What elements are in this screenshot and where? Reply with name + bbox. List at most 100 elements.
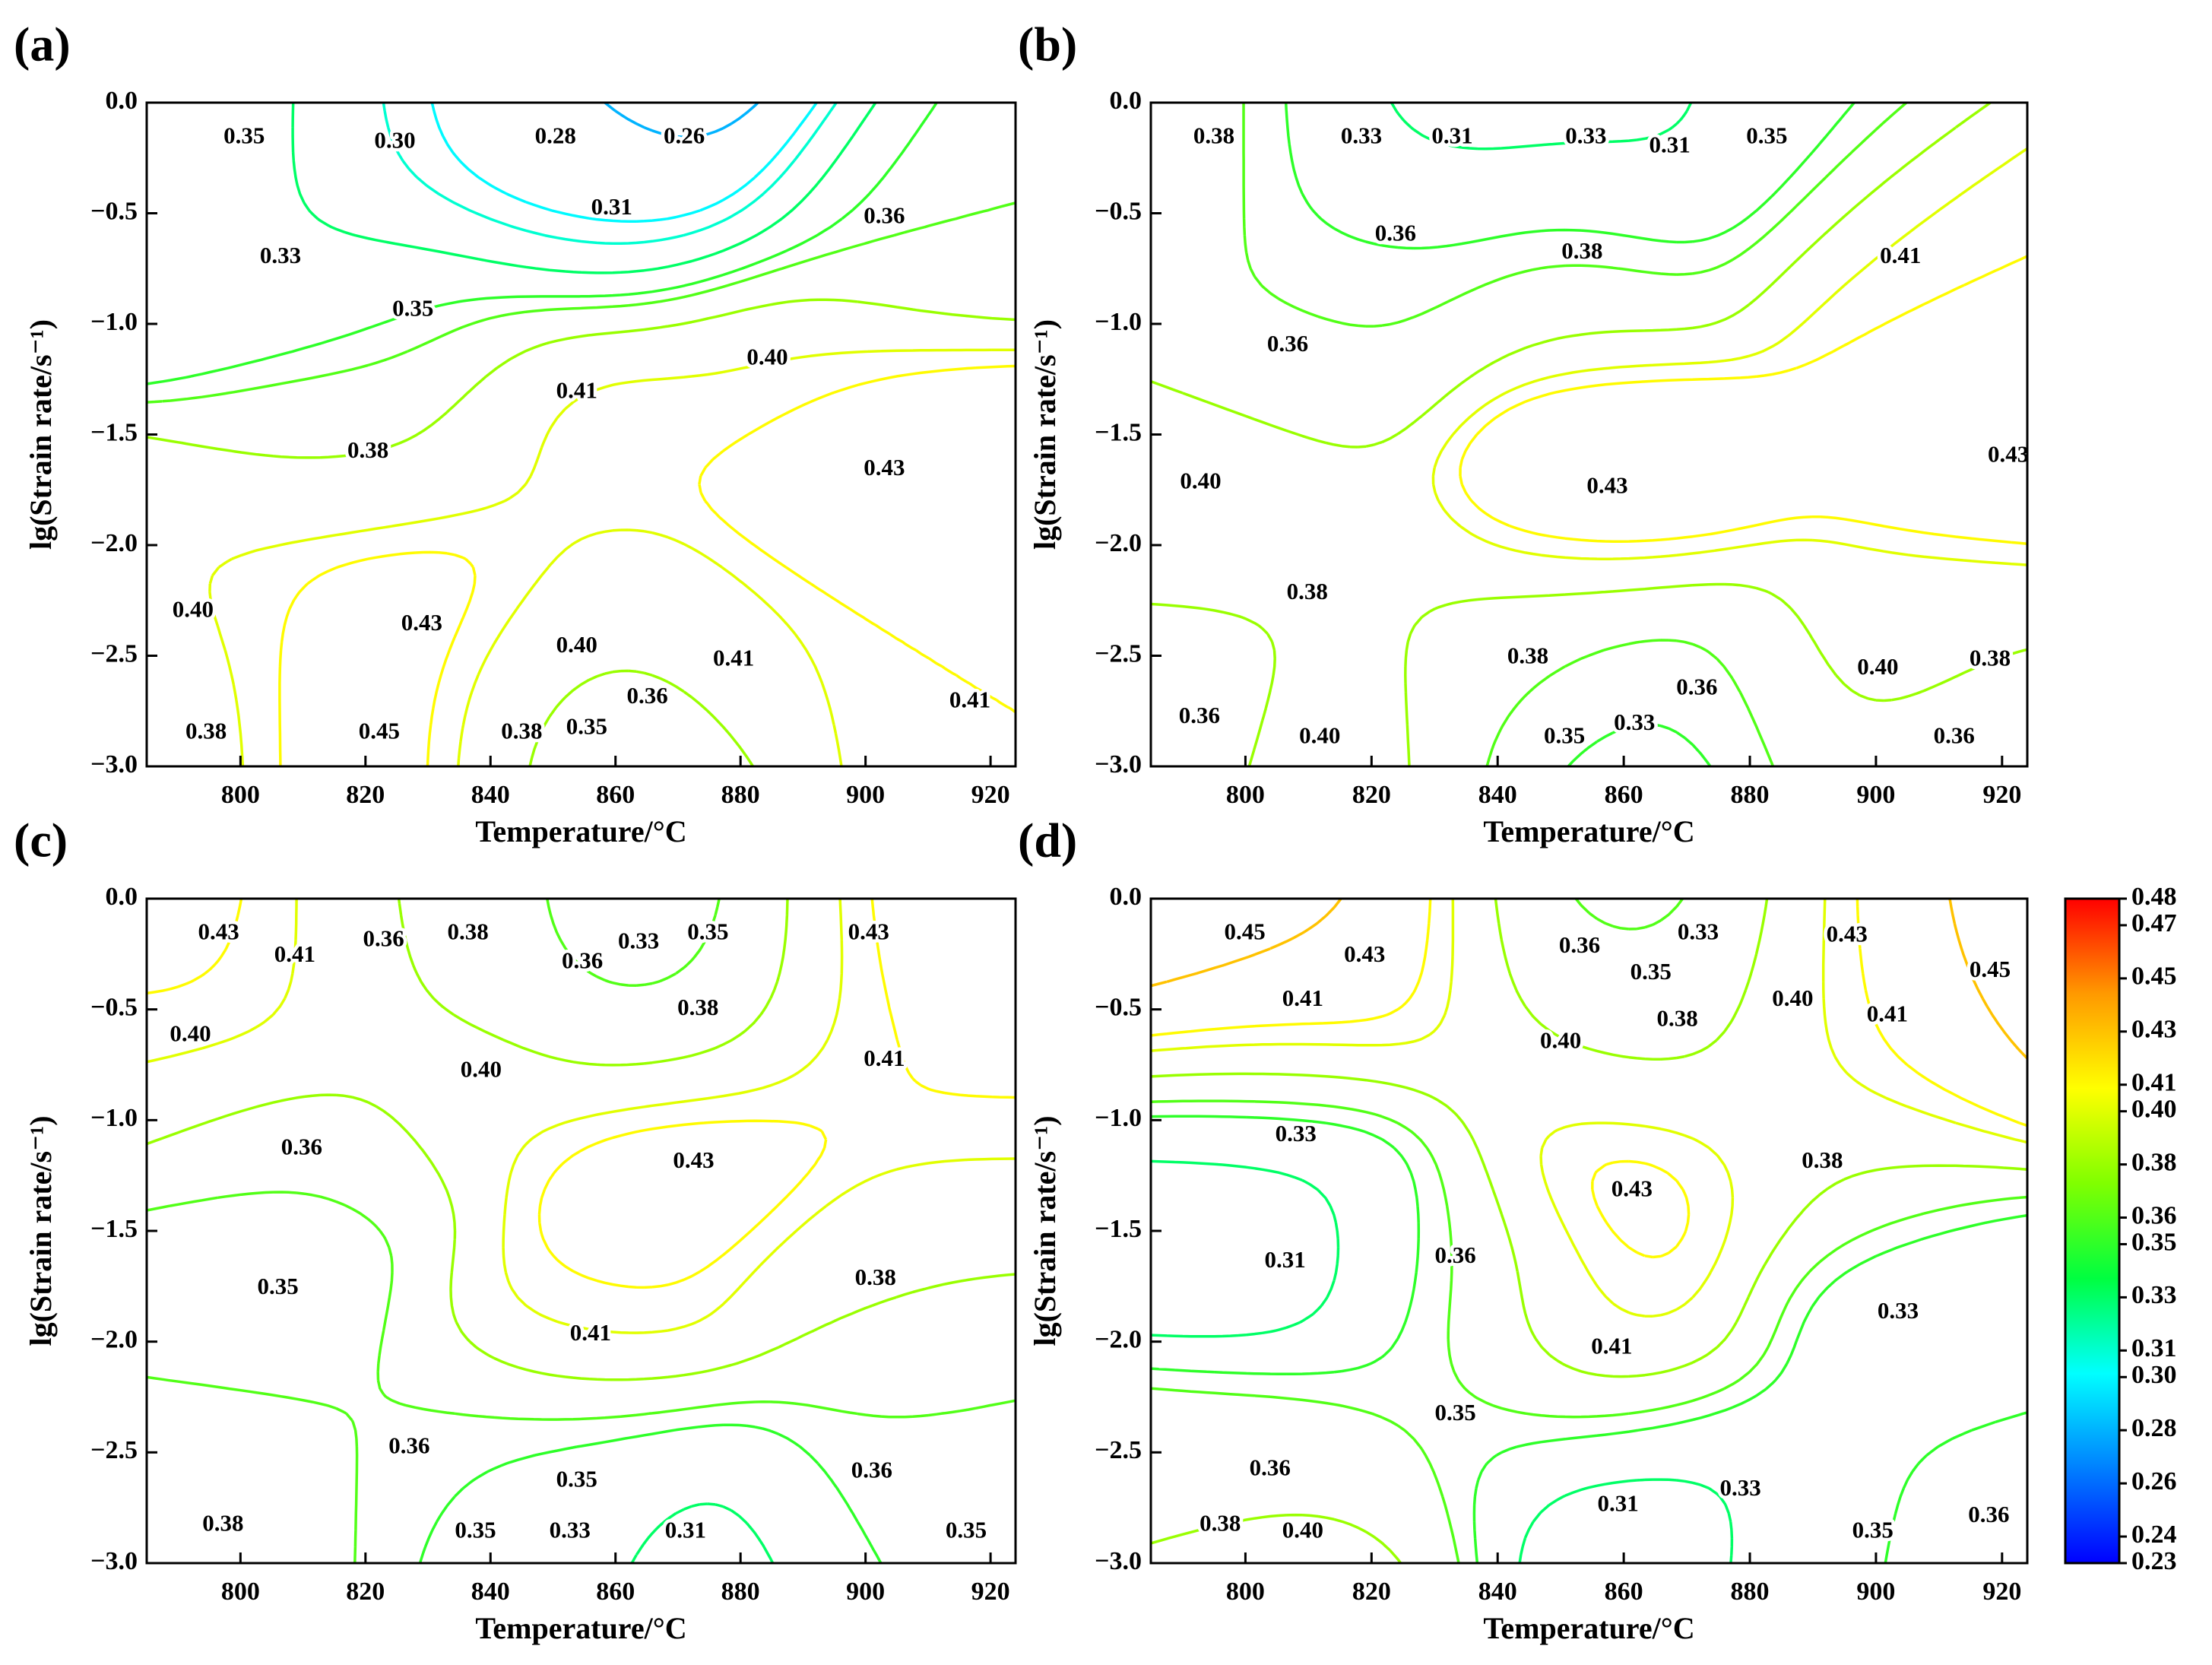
y-tick-label: −0.5: [90, 197, 138, 225]
contour-label: 0.40: [170, 1020, 211, 1047]
contour-label: 0.38: [501, 717, 542, 744]
x-axis-title: Temperature/°C: [475, 1611, 686, 1645]
y-tick-label: −0.5: [1095, 993, 1142, 1021]
x-tick-label: 820: [1352, 781, 1391, 809]
colorbar-tick-label: 0.48: [2131, 883, 2177, 911]
contour-label: 0.33: [1341, 122, 1382, 149]
contour-line: [430, 103, 818, 223]
contour-label: 0.41: [1880, 242, 1921, 268]
contour-label: 0.33: [260, 242, 301, 268]
contour-label: 0.43: [864, 454, 905, 480]
y-tick-label: −2.0: [1095, 529, 1142, 557]
contour-line: [147, 899, 1016, 1381]
colorbar-tick-label: 0.31: [2131, 1334, 2177, 1362]
contour-label: 0.41: [1282, 985, 1323, 1011]
contour-label: 0.35: [455, 1516, 496, 1543]
contour-label: 0.31: [665, 1516, 706, 1543]
contour-line: [147, 899, 1016, 1334]
y-tick-label: −3.0: [1095, 750, 1142, 779]
y-tick-label: −1.0: [1095, 308, 1142, 336]
contour-label: 0.41: [274, 940, 315, 967]
contour-label: 0.45: [1224, 918, 1265, 945]
x-tick-label: 820: [346, 1578, 385, 1606]
contour-label: 0.45: [359, 717, 400, 744]
contour-label: 0.35: [687, 918, 728, 945]
contour-label: 0.35: [556, 1465, 597, 1492]
x-tick-label: 840: [471, 781, 510, 809]
contour-label: 0.43: [1827, 921, 1868, 947]
contour-label: 0.45: [1970, 956, 2011, 982]
contour-label: 0.35: [1630, 958, 1672, 985]
colorbar-tick-label: 0.24: [2131, 1521, 2177, 1549]
y-tick-label: 0.0: [106, 87, 138, 115]
contour-label: 0.38: [1970, 644, 2011, 671]
contour-label: 0.36: [1435, 1242, 1476, 1268]
x-tick-label: 860: [596, 1578, 635, 1606]
y-tick-label: −1.0: [1095, 1104, 1142, 1132]
contour-label: 0.40: [1772, 985, 1813, 1011]
y-axis-title: lg(Strain rate/s⁻¹): [24, 1115, 58, 1346]
colorbar-tick-label: 0.30: [2131, 1361, 2177, 1389]
contour-lines: [1151, 103, 2027, 766]
contour-line: [1284, 103, 1855, 766]
x-tick-label: 840: [1478, 1578, 1517, 1606]
contour-label: 0.43: [1344, 940, 1385, 967]
contour-label: 0.31: [1598, 1489, 1639, 1516]
contour-label: 0.40: [1180, 468, 1221, 494]
x-tick-label: 900: [846, 781, 885, 809]
y-tick-label: −3.0: [1095, 1547, 1142, 1575]
panel-label: (a): [14, 17, 71, 71]
contour-label: 0.33: [1878, 1297, 1919, 1324]
x-tick-label: 800: [221, 781, 260, 809]
y-tick-label: −2.5: [1095, 639, 1142, 668]
contour-label: 0.41: [949, 687, 990, 713]
contour-label: 0.43: [1988, 441, 2029, 468]
x-tick-label: 900: [1856, 781, 1895, 809]
panel-label: (c): [14, 813, 68, 867]
x-tick-label: 800: [1226, 1578, 1265, 1606]
contour-label: 0.36: [1250, 1454, 1291, 1481]
colorbar-tick-label: 0.38: [2131, 1148, 2177, 1176]
x-tick-label: 880: [721, 1578, 760, 1606]
contour-label: 0.38: [677, 994, 718, 1020]
y-axis-title: lg(Strain rate/s⁻¹): [24, 319, 58, 550]
contour-line: [1151, 899, 2027, 1060]
contour-label: 0.38: [1507, 642, 1548, 669]
contour-label: 0.35: [1746, 122, 1787, 149]
contour-lines: [147, 103, 1016, 766]
contour-line: [630, 1502, 775, 1563]
y-tick-label: −1.5: [90, 418, 138, 446]
x-tick-label: 920: [1982, 1578, 2021, 1606]
contour-line: [604, 103, 759, 139]
contour-label: 0.26: [664, 122, 705, 149]
contour-label: 0.33: [618, 927, 659, 953]
x-tick-label: 820: [1352, 1578, 1391, 1606]
y-axis-title: lg(Strain rate/s⁻¹): [1028, 1115, 1062, 1346]
contour-label: 0.38: [347, 436, 388, 463]
colorbar-tick-label: 0.26: [2131, 1467, 2177, 1495]
y-tick-label: −3.0: [90, 750, 138, 779]
contour-line: [1390, 103, 1693, 151]
contour-label: 0.38: [1199, 1510, 1241, 1537]
x-tick-label: 800: [221, 1578, 260, 1606]
contour-label: 0.30: [374, 126, 415, 153]
contour-line: [1151, 899, 2027, 1318]
contour-line: [418, 1423, 883, 1563]
contour-label: 0.41: [556, 376, 597, 403]
contour-label: 0.38: [1657, 1004, 1698, 1031]
contour-label: 0.43: [401, 609, 442, 636]
contour-label: 0.41: [570, 1319, 611, 1346]
contour-label: 0.33: [1565, 122, 1606, 149]
colorbar-tick-label: 0.33: [2131, 1281, 2177, 1309]
y-tick-label: −2.0: [1095, 1325, 1142, 1353]
panel-label: (d): [1018, 813, 1077, 867]
x-tick-label: 860: [1605, 1578, 1643, 1606]
y-axis-title: lg(Strain rate/s⁻¹): [1028, 319, 1062, 550]
contour-label: 0.36: [1968, 1501, 2009, 1527]
contour-label: 0.40: [556, 631, 597, 658]
y-tick-label: 0.0: [106, 883, 138, 911]
contour-line: [1459, 255, 2027, 545]
colorbar-tick-label: 0.23: [2131, 1547, 2177, 1575]
x-tick-label: 840: [471, 1578, 510, 1606]
